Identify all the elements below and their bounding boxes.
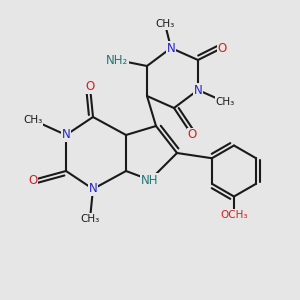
- Text: O: O: [218, 41, 226, 55]
- Text: CH₃: CH₃: [155, 19, 175, 29]
- Text: N: N: [61, 128, 70, 142]
- Text: OCH₃: OCH₃: [220, 209, 248, 220]
- Text: N: N: [194, 83, 202, 97]
- Text: NH₂: NH₂: [106, 53, 128, 67]
- Text: N: N: [167, 41, 176, 55]
- Text: NH: NH: [141, 173, 159, 187]
- Text: CH₃: CH₃: [23, 115, 43, 125]
- Text: O: O: [85, 80, 94, 94]
- Text: O: O: [28, 173, 38, 187]
- Text: N: N: [88, 182, 98, 196]
- Text: O: O: [188, 128, 196, 142]
- Text: CH₃: CH₃: [80, 214, 100, 224]
- Text: CH₃: CH₃: [215, 97, 235, 107]
